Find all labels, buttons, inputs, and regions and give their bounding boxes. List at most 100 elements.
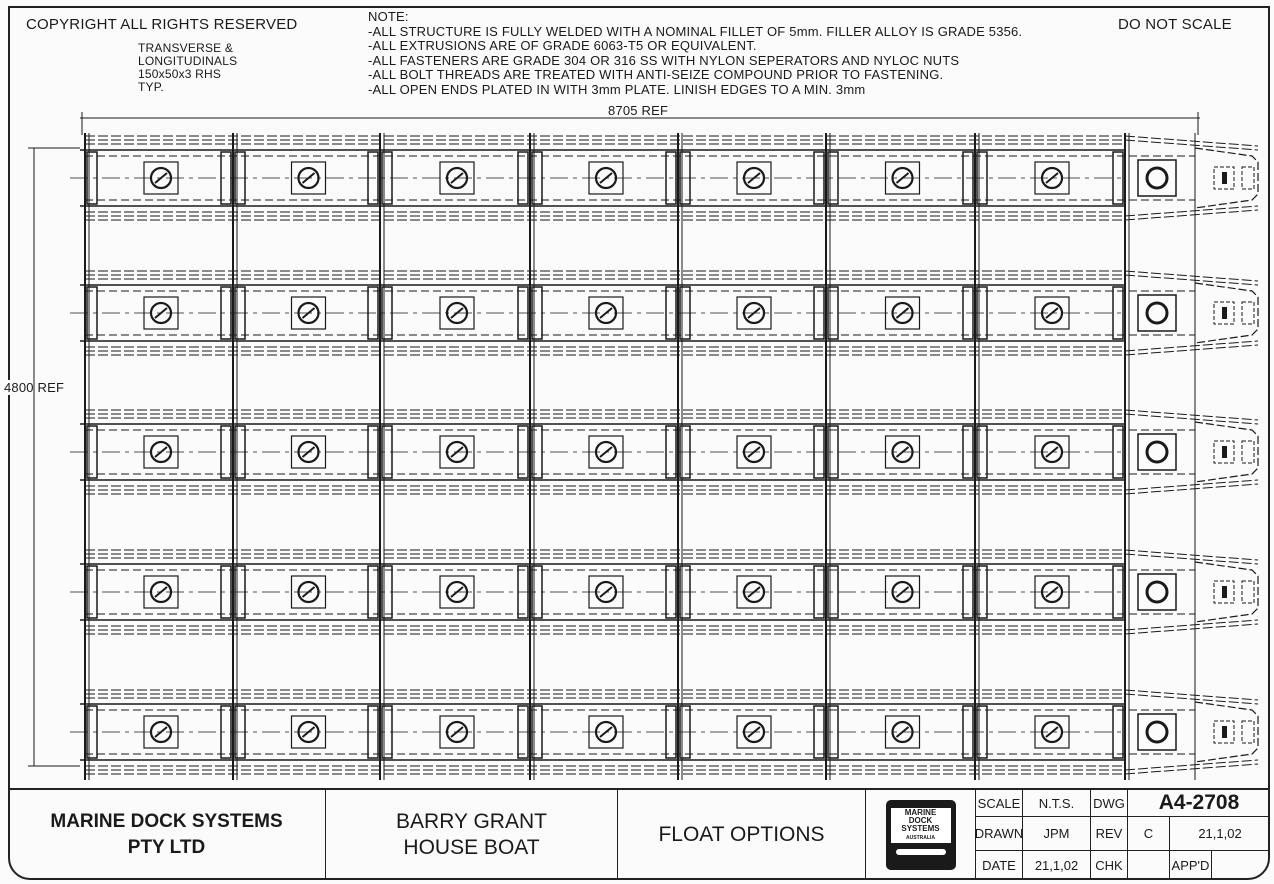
date-value: 21,1,02 [1023,851,1091,880]
bolt-hatch [450,307,464,319]
connector-bracket [220,705,232,759]
connector-bracket [1112,286,1124,340]
connector-bracket [531,151,543,205]
bolt-icon [297,440,320,464]
end-fitting [1137,713,1177,751]
connector-bracket [962,565,974,619]
bolt-icon [742,440,766,464]
scale-label: SCALE [976,790,1023,817]
bolt-icon [891,580,914,604]
bolt-icon [445,580,469,604]
bolt-hatch [895,726,910,738]
bolt-icon [297,580,320,604]
fitting-plate [1034,575,1070,609]
connector-bracket [86,565,98,619]
bolt-icon [445,301,469,325]
fitting-plate [736,575,772,609]
drawing-title: FLOAT OPTIONS [618,790,866,880]
fitting-plate [439,296,475,330]
nose-slot [1241,166,1255,190]
drawing-frame [8,6,1270,880]
fitting-plate [439,161,475,195]
fitting-plate [736,296,772,330]
nose-rail [1124,553,1259,565]
member-note-line: 150x50x3 RHS [138,67,222,81]
bolt-hatch [1045,172,1059,184]
bolt-icon [891,440,914,464]
dwg-number: A4-2708 [1128,790,1270,817]
end-fitting [1137,159,1177,197]
float-nose [1194,701,1259,763]
fitting-plate [588,435,624,469]
fitting-plate [290,296,327,330]
fitting-plate [143,296,179,330]
bolt-icon [297,166,320,190]
connector-bracket [234,151,246,205]
nose-slot-mark [1222,586,1227,598]
nose-rail [1124,479,1259,491]
bolt-hatch [450,726,464,738]
bolt-hatch [747,307,761,319]
connector-bracket [1112,425,1124,479]
connector-bracket [381,286,393,340]
fitting-plate [143,435,179,469]
fitting-plate [290,575,327,609]
bolt-hatch [301,446,316,458]
bolt-hatch [154,307,168,319]
connector-bracket [531,286,543,340]
member-note-line: TRANSVERSE & [138,41,234,55]
bolt-icon [445,440,469,464]
bolt-icon [891,301,914,325]
nose-slot [1241,580,1255,604]
chk-value [1128,851,1170,880]
bolt-hatch [1045,586,1059,598]
bolt-icon [1040,301,1064,325]
connector-bracket [827,425,839,479]
connector-bracket [1112,151,1124,205]
bolt-hatch [895,446,910,458]
title-block: MARINE DOCK SYSTEMS PTY LTD BARRY GRANT … [8,788,1270,880]
do-not-scale-text: DO NOT SCALE [1118,16,1232,33]
connector-bracket [813,151,825,205]
company-name: MARINE DOCK SYSTEMS PTY LTD [8,790,326,880]
connector-bracket [827,565,839,619]
connector-bracket [679,151,691,205]
bolt-hatch [1045,726,1059,738]
bolt-hatch [599,307,613,319]
nose-rail [1124,483,1259,495]
connector-bracket [234,705,246,759]
logo-cell: MARINE DOCK SYSTEMS AUSTRALIA [866,790,976,880]
bolt-icon [1040,166,1064,190]
nose-slot [1213,301,1235,325]
connector-bracket [962,286,974,340]
connector-bracket [531,705,543,759]
bolt-icon [1145,720,1169,744]
nose-rail [1124,413,1259,425]
connector-bracket [367,565,379,619]
nose-rail [1124,763,1259,775]
connector-bracket [976,565,988,619]
nose-rail [1124,623,1259,635]
appd-value [1212,851,1252,880]
connector-bracket [381,565,393,619]
date-label: DATE [976,851,1023,880]
nose-rail [1124,409,1259,421]
connector-bracket [220,151,232,205]
connector-bracket [976,286,988,340]
bolt-icon [594,720,618,744]
nose-slot [1241,301,1255,325]
connector-bracket [531,565,543,619]
connector-bracket [813,705,825,759]
bolt-icon [149,301,173,325]
bolt-hatch [154,446,168,458]
connector-bracket [665,151,677,205]
connector-bracket [827,286,839,340]
connector-bracket [517,425,529,479]
scale-value: N.T.S. [1023,790,1091,817]
member-note-line: TYP. [138,80,164,94]
bolt-icon [1145,440,1169,464]
bolt-hatch [450,586,464,598]
bolt-hatch [301,586,316,598]
bolt-icon [594,301,618,325]
connector-bracket [367,286,379,340]
